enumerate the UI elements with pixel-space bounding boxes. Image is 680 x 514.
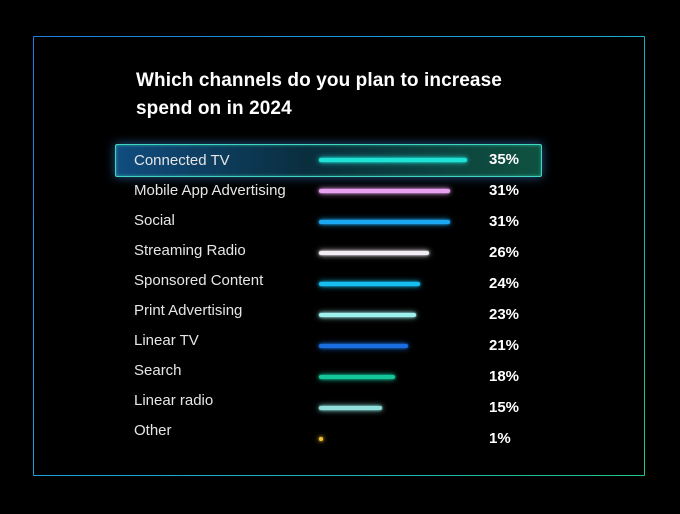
category-label: Other: [134, 422, 172, 439]
category-label: Linear TV: [134, 332, 199, 349]
value-label: 35%: [489, 151, 520, 168]
category-label: Streaming Radio: [134, 242, 246, 259]
value-label: 31%: [489, 213, 520, 230]
category-label: Social: [134, 212, 175, 229]
value-label: 18%: [489, 368, 520, 385]
bar: [319, 158, 467, 162]
bar: [319, 406, 382, 410]
bar: [319, 344, 408, 348]
value-label: 21%: [489, 337, 520, 354]
bar: [319, 282, 420, 286]
category-label: Mobile App Advertising: [134, 182, 286, 199]
bar: [319, 251, 429, 255]
value-label: 26%: [489, 244, 520, 261]
value-label: 31%: [489, 182, 520, 199]
bar: [319, 220, 450, 224]
category-label: Sponsored Content: [134, 272, 264, 289]
value-label: 1%: [489, 430, 511, 447]
value-label: 24%: [489, 275, 520, 292]
value-label: 15%: [489, 399, 520, 416]
value-label: 23%: [489, 306, 520, 323]
category-label: Search: [134, 362, 182, 379]
category-label: Linear radio: [134, 392, 214, 409]
chart-title-line-1: Which channels do you plan to increase: [136, 70, 502, 91]
chart-title: Which channels do you plan to increase s…: [136, 67, 556, 123]
bar: [319, 437, 323, 441]
bar: [319, 375, 395, 379]
chart-title-line-2: spend on in 2024: [136, 98, 292, 119]
bar: [319, 189, 450, 193]
bar: [319, 313, 416, 317]
category-label: Connected TV: [134, 152, 230, 169]
category-label: Print Advertising: [134, 302, 243, 319]
chart-panel: [33, 36, 645, 476]
